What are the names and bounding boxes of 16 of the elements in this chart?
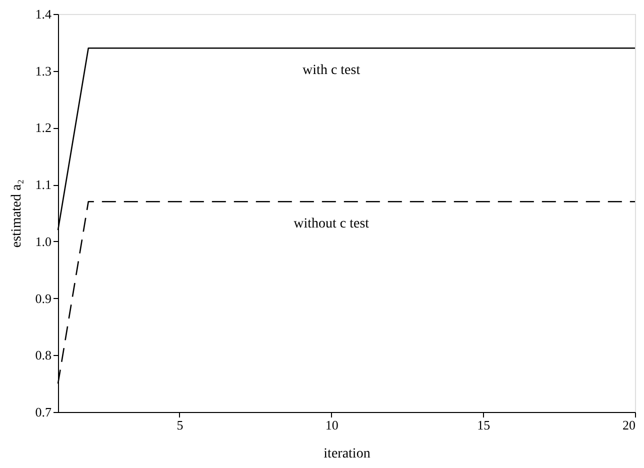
series-label: with c test — [302, 63, 360, 78]
y-tick-label: 1.0 — [35, 234, 52, 249]
x-tick-label: 15 — [477, 418, 490, 432]
x-tick-label: 20 — [622, 418, 636, 432]
x-axis-title: iteration — [324, 446, 370, 462]
y-tick-label: 0.8 — [35, 348, 52, 363]
y-tick-label: 0.7 — [35, 404, 52, 420]
series-label: without c test — [294, 216, 370, 232]
x-tick-label: 10 — [325, 418, 338, 432]
y-tick-label: 0.9 — [35, 290, 52, 306]
y-tick-label: 1.1 — [35, 177, 52, 192]
y-axis-title: estimated a₂ — [9, 179, 24, 248]
y-tick-label: 1.3 — [35, 63, 52, 78]
y-tick-label: 1.4 — [35, 6, 52, 22]
y-tick-label: 1.2 — [35, 120, 52, 136]
x-tick-label: 5 — [176, 418, 184, 432]
